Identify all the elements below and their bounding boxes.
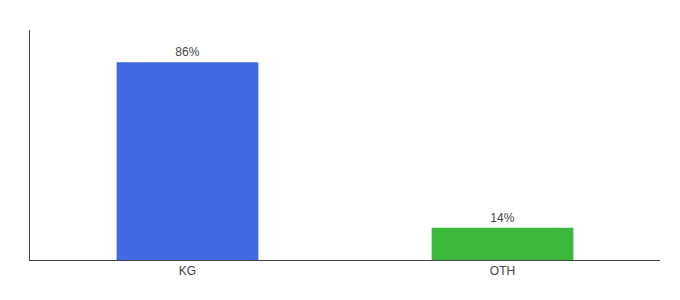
svg-text:OTH: OTH (490, 264, 515, 278)
svg-text:14%: 14% (490, 211, 514, 225)
svg-text:86%: 86% (175, 45, 199, 59)
svg-text:KG: KG (179, 264, 196, 278)
